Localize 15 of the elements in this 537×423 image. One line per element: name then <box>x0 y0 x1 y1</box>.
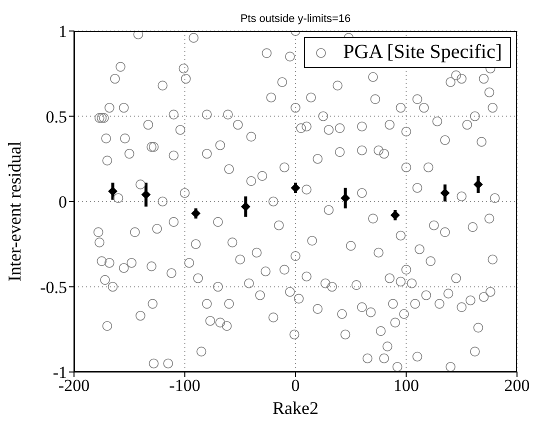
chart-title: Pts outside y-limits=16 <box>239 13 352 25</box>
point <box>241 202 250 212</box>
y-tick-label: -0.5 <box>40 278 67 297</box>
x-tick-label: 0 <box>291 376 300 396</box>
x-tick-label: 200 <box>504 376 530 396</box>
point <box>390 210 400 220</box>
y-tick-label: 0.5 <box>46 107 67 126</box>
x-axis-title: Rake2 <box>272 398 318 418</box>
legend-label: PGA [Site Specific] <box>343 41 502 64</box>
x-tick-label: -100 <box>169 376 200 396</box>
point <box>108 186 118 196</box>
y-tick-label: 0 <box>58 192 67 212</box>
x-tick-label: 100 <box>394 376 419 396</box>
y-axis-title: Inter-event residual <box>4 141 24 282</box>
y-tick-label: 1 <box>58 22 67 42</box>
